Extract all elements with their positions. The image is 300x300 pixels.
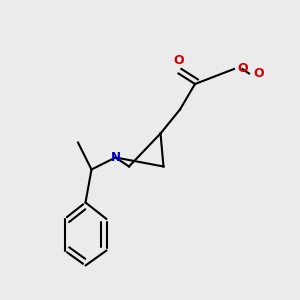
- Text: O: O: [254, 67, 264, 80]
- Text: N: N: [110, 151, 121, 164]
- Text: O: O: [173, 55, 184, 68]
- Text: O: O: [237, 62, 247, 76]
